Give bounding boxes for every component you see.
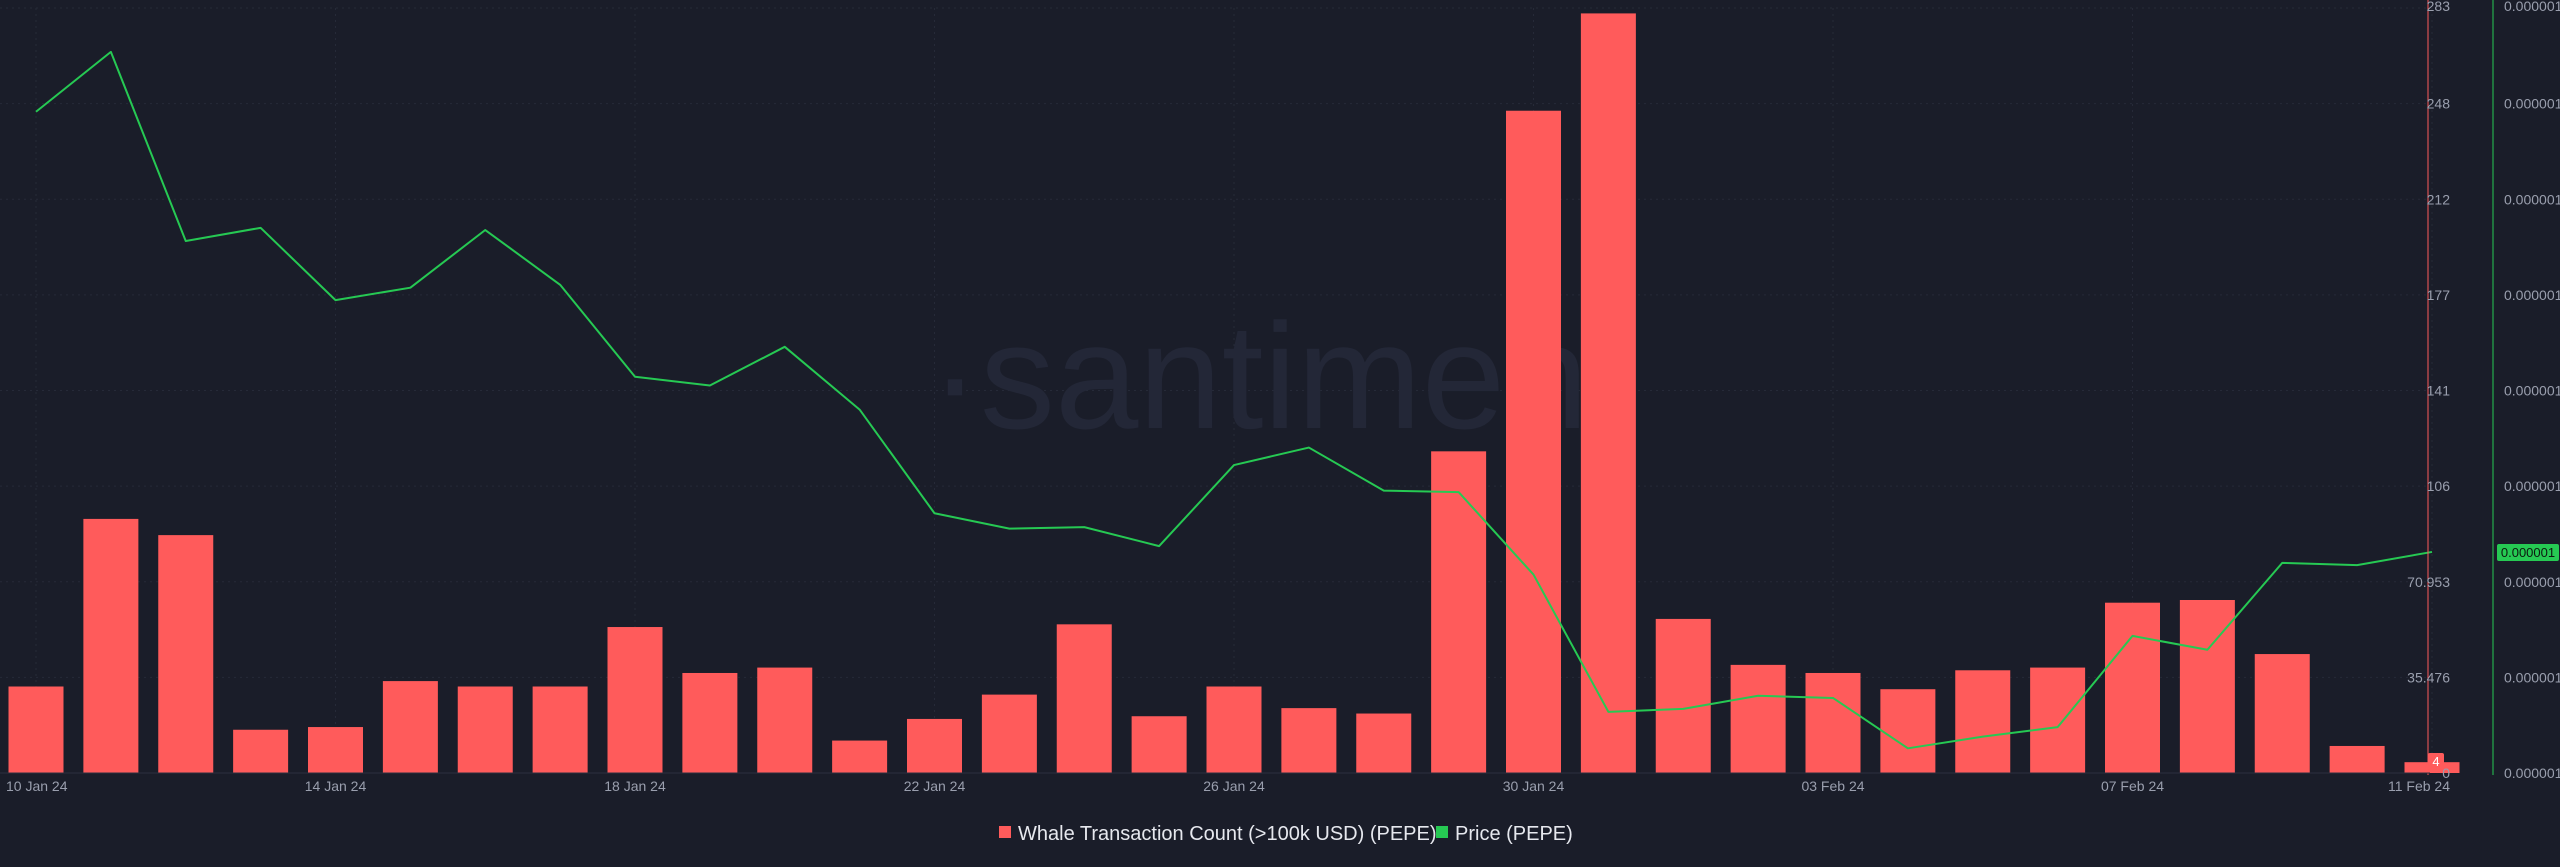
price-last-value: 0.000001 <box>2501 545 2555 560</box>
left-tick-label: 0 <box>2442 765 2450 781</box>
axes <box>0 0 2494 775</box>
whale-bar <box>1580 13 1636 773</box>
whale-bar <box>532 686 588 773</box>
left-tick-label: 177 <box>2427 287 2451 303</box>
whale-bar <box>1431 451 1487 773</box>
x-tick-label: 03 Feb 24 <box>1801 778 1864 794</box>
whale-bar <box>83 518 139 773</box>
whale-bar <box>1805 672 1861 773</box>
right-tick-label: 0.000001 <box>2504 0 2560 14</box>
whale-bar <box>907 718 962 773</box>
x-tick-label: 26 Jan 24 <box>1203 778 1265 794</box>
whale-bar <box>8 686 64 773</box>
whale-bar <box>1506 110 1561 774</box>
left-tick-label: 106 <box>2427 478 2451 494</box>
right-tick-label: 0.000001 <box>2504 383 2560 399</box>
whale-bar <box>981 694 1037 773</box>
legend-label-price: Price (PEPE) <box>1455 823 1573 845</box>
whale-bar <box>1955 670 2011 773</box>
right-tick-label: 0.000001 <box>2504 191 2560 207</box>
whale-bar <box>2030 667 2086 773</box>
left-tick-label: 35.476 <box>2407 669 2450 685</box>
left-tick-label: 141 <box>2427 383 2451 399</box>
whale-bars <box>8 13 2460 774</box>
price-line <box>35 50 2433 750</box>
whale-bar <box>382 681 438 773</box>
whale-bar <box>233 729 289 773</box>
legend-label-whale: Whale Transaction Count (>100k USD) (PEP… <box>1018 823 1437 845</box>
whale-bar <box>457 686 513 773</box>
right-axis-ticks: 0.000001 0.000001 0.000001 0.000001 0.000001… <box>2504 0 2560 781</box>
whale-bar <box>832 740 888 773</box>
whale-bar <box>308 727 363 773</box>
whale-bar <box>682 672 738 773</box>
left-axis-ticks: 283 248 212 177 141 106 70.953 35.476 0 <box>2407 0 2450 781</box>
whale-bar <box>1206 686 1262 773</box>
whale-last-value: 4 <box>2432 754 2439 769</box>
right-tick-label: 0.000001 <box>2504 96 2560 112</box>
x-tick-label: 07 Feb 24 <box>2101 778 2164 794</box>
x-tick-label: 22 Jan 24 <box>904 778 966 794</box>
whale-bar <box>158 535 214 773</box>
whale-bar <box>607 627 663 773</box>
whale-bar <box>757 667 813 773</box>
whale-bar <box>1281 708 1337 773</box>
whale-last-badge: 4 <box>2428 753 2444 770</box>
whale-bar <box>2254 654 2310 773</box>
whale-bar <box>1655 618 1711 773</box>
x-axis-ticks: 10 Jan 24 14 Jan 24 18 Jan 24 22 Jan 24 26 J… <box>6 778 2450 794</box>
whale-bar <box>1056 624 1112 773</box>
right-tick-label: 0.000001 <box>2504 287 2560 303</box>
x-tick-label: 18 Jan 24 <box>604 778 666 794</box>
x-tick-label: 11 Feb 24 <box>2388 778 2450 794</box>
whale-bar <box>2105 602 2160 773</box>
whale-bar <box>1131 716 1187 773</box>
price-line-group <box>35 50 2433 750</box>
right-tick-label: 0.000001 <box>2504 669 2560 685</box>
left-tick-label: 70.953 <box>2407 574 2450 590</box>
left-tick-label: 283 <box>2427 0 2451 14</box>
price-last-badge: 0.000001 <box>2497 544 2559 561</box>
right-tick-label: 0.000001 <box>2504 478 2560 494</box>
legend-item-whale[interactable]: Whale Transaction Count (>100k USD) (PEP… <box>999 823 1437 845</box>
x-tick-label: 14 Jan 24 <box>305 778 367 794</box>
left-tick-label: 248 <box>2427 96 2451 112</box>
right-tick-label: 0.000001 <box>2504 574 2560 590</box>
legend: Whale Transaction Count (>100k USD) (PEP… <box>999 823 1573 845</box>
legend-item-price[interactable]: Price (PEPE) <box>1436 823 1573 845</box>
x-tick-label: 30 Jan 24 <box>1503 778 1565 794</box>
whale-bar <box>1880 689 1936 773</box>
whale-bar <box>1730 664 1786 773</box>
whale-bar <box>2329 745 2385 773</box>
whale-bar <box>1356 713 1412 773</box>
x-tick-label: 10 Jan 24 <box>6 778 68 794</box>
right-tick-label: 0.000001 <box>2504 765 2560 781</box>
left-tick-label: 212 <box>2427 191 2451 207</box>
